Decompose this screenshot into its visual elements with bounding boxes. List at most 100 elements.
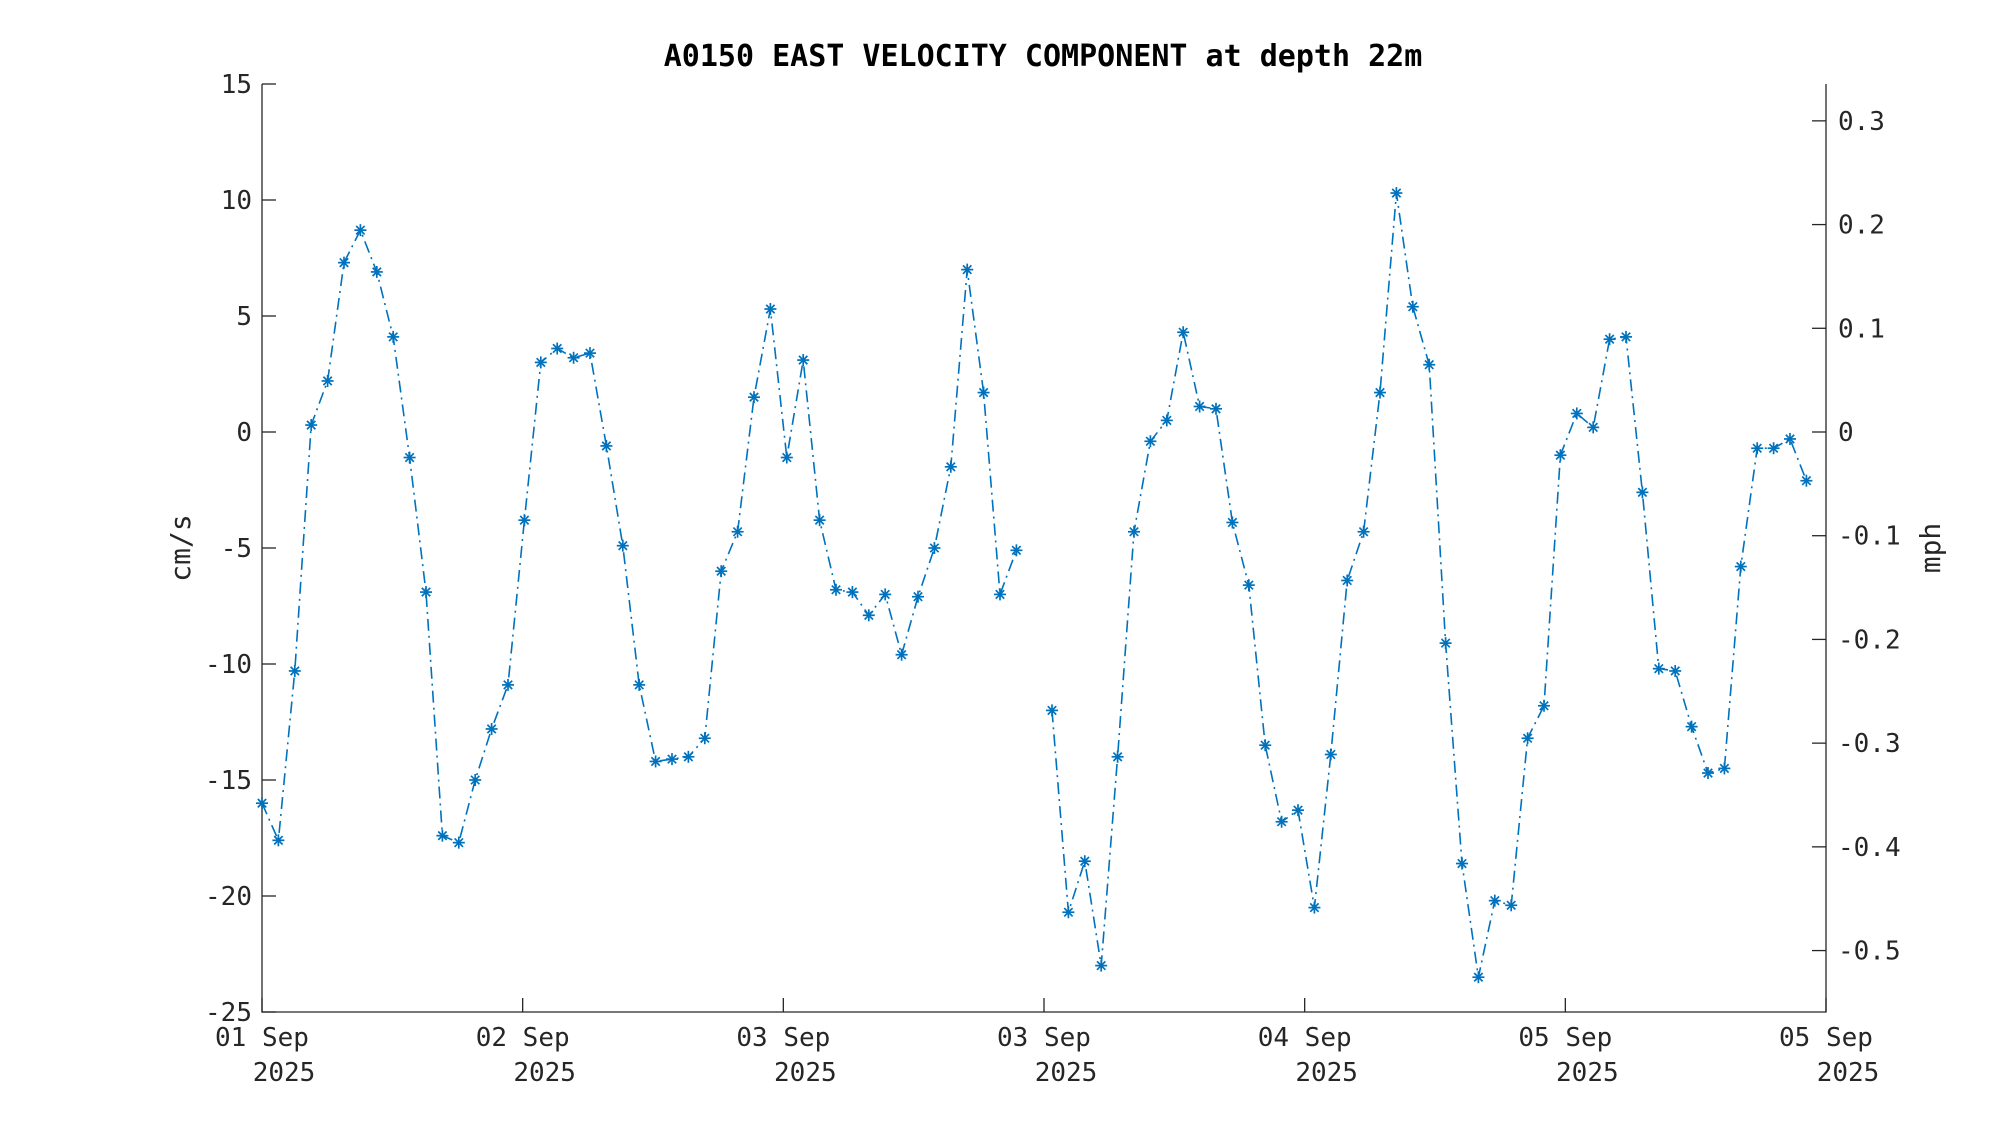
data-point xyxy=(1259,739,1272,752)
data-point xyxy=(518,514,531,527)
y-tick-label-right: -0.5 xyxy=(1838,937,1901,967)
y-tick-label-right: 0.1 xyxy=(1838,314,1885,344)
data-point xyxy=(1800,474,1813,487)
x-tick-label: 02 Sep xyxy=(476,1023,570,1053)
x-tick-year: 2025 xyxy=(1295,1058,1358,1088)
data-point xyxy=(321,374,334,387)
data-point xyxy=(977,386,990,399)
data-point xyxy=(780,451,793,464)
data-point xyxy=(387,330,400,343)
data-point xyxy=(1374,386,1386,399)
x-tick-year: 2025 xyxy=(253,1058,316,1088)
data-point xyxy=(1078,855,1091,868)
data-point xyxy=(354,224,367,237)
data-point xyxy=(1685,720,1698,733)
y-tick-label: -20 xyxy=(205,882,252,912)
data-point xyxy=(1193,400,1206,413)
right-y-axis: 0.3 0.2 0.1 0 -0.1 -0.2 -0.3 -0.4 -0.5 xyxy=(1812,107,1901,967)
data-point xyxy=(1390,187,1403,200)
y-tick-label-right: -0.3 xyxy=(1838,729,1901,759)
data-point xyxy=(1603,333,1616,346)
data-point xyxy=(748,391,760,404)
left-y-axis-line xyxy=(261,84,1827,1013)
data-point xyxy=(1308,901,1321,914)
data-point xyxy=(994,588,1006,601)
data-point xyxy=(1095,959,1108,972)
data-point xyxy=(764,303,777,316)
data-point xyxy=(813,514,826,527)
data-point xyxy=(1784,432,1796,445)
data-point xyxy=(288,664,301,677)
data-point xyxy=(1456,857,1468,870)
data-point xyxy=(1406,300,1419,313)
data-point xyxy=(1488,894,1501,907)
data-point xyxy=(485,722,498,735)
data-point xyxy=(256,797,268,810)
data-point xyxy=(1439,637,1452,650)
x-tick-label: 04 Sep xyxy=(1258,1023,1352,1053)
data-point xyxy=(370,265,383,278)
x-tick-label: 05 Sep xyxy=(1518,1023,1612,1053)
data-point xyxy=(895,648,908,661)
data-point xyxy=(879,588,892,601)
y-tick-label: 15 xyxy=(221,70,252,100)
data-point xyxy=(1177,326,1190,339)
data-point xyxy=(1046,704,1058,717)
data-point xyxy=(715,565,728,578)
y-axis-label: cm/s xyxy=(164,514,197,581)
data-point xyxy=(420,586,432,599)
y-tick-label-right: -0.2 xyxy=(1838,625,1901,655)
data-point xyxy=(1620,330,1632,343)
data-point xyxy=(1111,750,1124,763)
data-point xyxy=(961,263,974,276)
data-point xyxy=(1538,699,1550,712)
x-tick-label: 03 Sep xyxy=(997,1023,1091,1053)
data-point xyxy=(797,354,810,367)
data-point xyxy=(1010,544,1023,557)
data-point xyxy=(1242,579,1255,592)
data-point xyxy=(666,753,678,766)
data-point xyxy=(502,678,514,691)
data-point xyxy=(551,342,564,355)
data-point xyxy=(272,834,285,847)
x-tick-year: 2025 xyxy=(513,1058,576,1088)
x-tick-year: 2025 xyxy=(1035,1058,1098,1088)
data-point xyxy=(452,836,465,849)
x-tick-label: 05 Sep xyxy=(1779,1023,1873,1053)
y-tick-label: 0 xyxy=(236,418,252,448)
data-point xyxy=(731,525,744,538)
y-tick-label: -15 xyxy=(205,766,252,796)
data-point xyxy=(1292,804,1304,817)
data-point xyxy=(469,774,482,786)
y-tick-label-right: -0.4 xyxy=(1838,833,1901,863)
x-tick-label: 01 Sep xyxy=(215,1023,309,1053)
data-point xyxy=(1734,560,1747,573)
data-point xyxy=(862,609,875,622)
data-point xyxy=(1587,421,1600,434)
y-tick-label-right: 0.2 xyxy=(1838,211,1885,241)
x-tick-year: 2025 xyxy=(774,1058,837,1088)
data-point xyxy=(1357,525,1370,538)
data-point xyxy=(1505,899,1518,912)
data-point xyxy=(944,460,957,473)
series-line xyxy=(261,228,1018,844)
data-point xyxy=(305,419,318,432)
left-y-axis: 15 10 5 0 -5 -10 -15 -20 -25 xyxy=(205,70,276,1028)
data-point xyxy=(338,256,350,269)
y-tick-label: -25 xyxy=(205,998,252,1028)
data-point xyxy=(1275,815,1288,828)
y-tick-label: -5 xyxy=(221,534,252,564)
data-point xyxy=(1554,449,1567,462)
data-point xyxy=(584,347,596,360)
data-point xyxy=(1521,732,1534,745)
data-point xyxy=(698,732,711,745)
data-point xyxy=(436,829,449,842)
data-point xyxy=(928,542,941,554)
data-point xyxy=(1226,516,1239,529)
y-tick-label-right: 0 xyxy=(1838,418,1854,448)
data-point xyxy=(1341,574,1354,587)
data-point xyxy=(616,539,629,552)
data-point xyxy=(1423,358,1436,371)
data-point xyxy=(1210,402,1222,415)
